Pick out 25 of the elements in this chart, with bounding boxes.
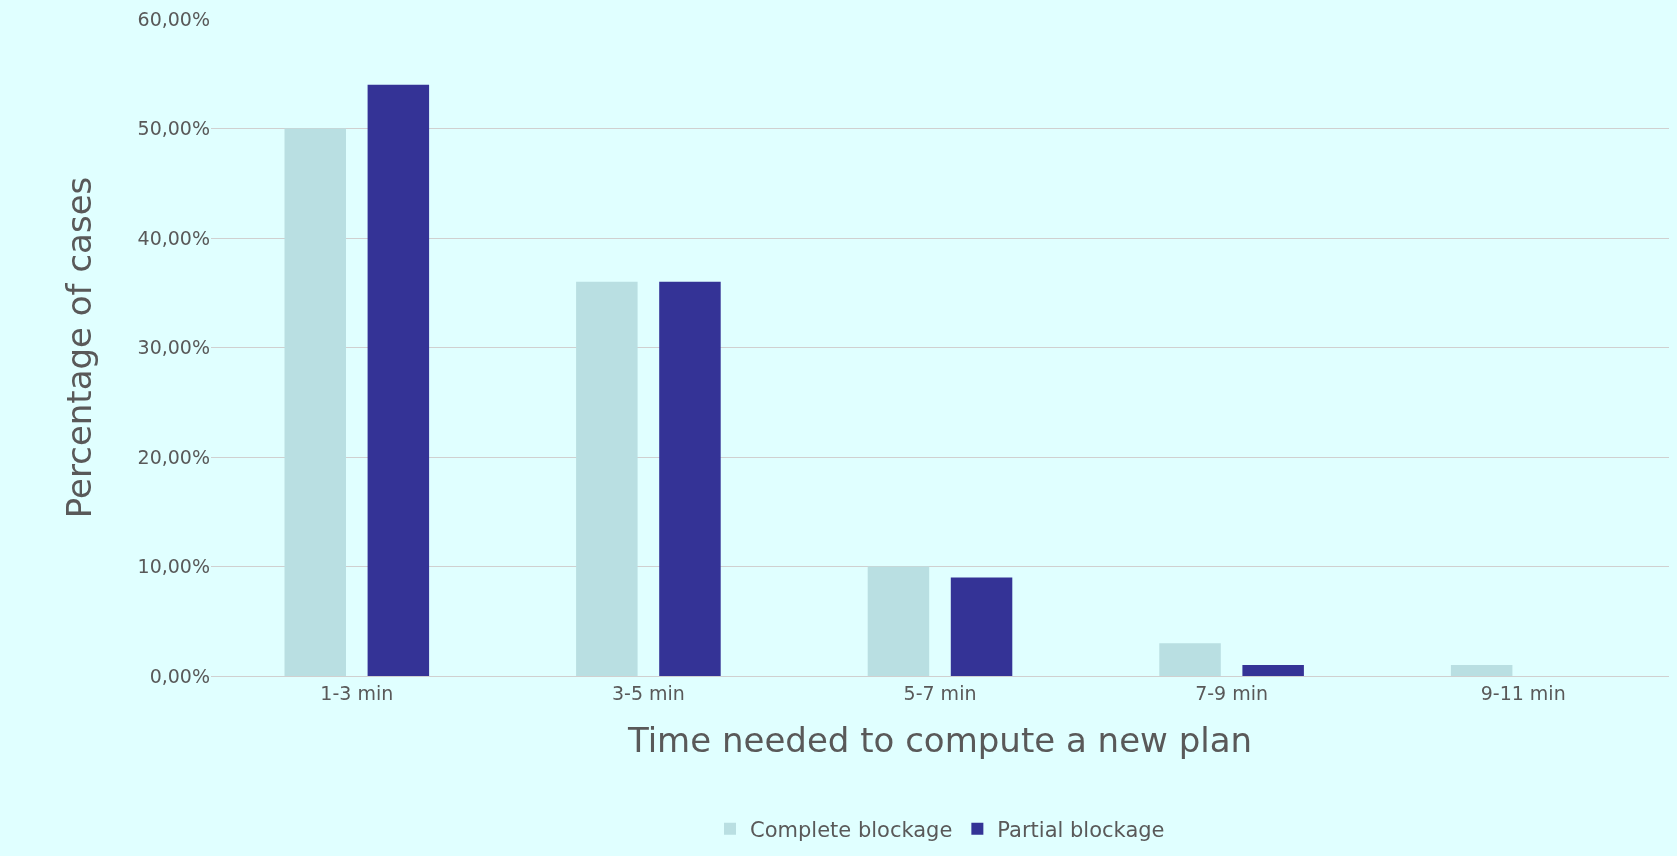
bar (576, 281, 638, 676)
x-axis-title: Time needed to compute a new plan (626, 720, 1253, 761)
bar (867, 566, 930, 676)
x-tick-label: 1-3 min (320, 681, 394, 704)
bar (659, 281, 721, 676)
y-axis-title: Percentage of cases (59, 176, 100, 519)
legend-label: Complete blockage (750, 817, 953, 842)
bar (367, 84, 430, 676)
x-tick-label: 9-11 min (1480, 681, 1566, 704)
y-tick-label: 30,00% (137, 336, 210, 359)
bar (950, 577, 1013, 676)
y-tick-label: 10,00% (137, 555, 210, 578)
bar (284, 128, 346, 676)
bar (1450, 665, 1513, 676)
y-tick-label: 0,00% (149, 664, 210, 687)
x-tick-label: 3-5 min (611, 681, 685, 704)
y-tick-label: 40,00% (137, 226, 210, 249)
x-tick-label: 5-7 min (903, 681, 977, 704)
x-tick-label: 7-9 min (1195, 681, 1269, 704)
y-tick-label: 50,00% (137, 117, 210, 140)
bar (1159, 643, 1221, 676)
legend-label: Partial blockage (997, 817, 1165, 842)
bar (1242, 665, 1304, 676)
y-tick-label: 60,00% (137, 7, 210, 30)
y-tick-label: 20,00% (137, 445, 210, 468)
